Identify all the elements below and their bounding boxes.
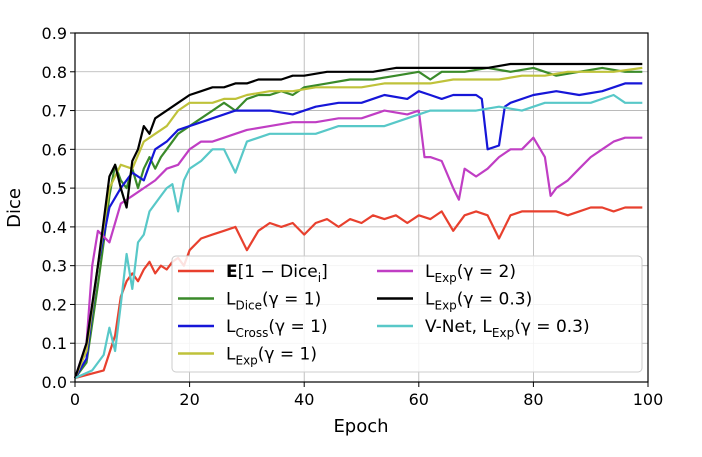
legend-entry-5: LExp(γ = 0.3) [377,290,532,313]
x-tick-label: 40 [294,390,314,409]
plot-frame [74,32,649,383]
series-line-0 [74,206,643,380]
legend-entry-2: LCross(γ = 1) [178,317,328,340]
legend-label-tail: (γ = 1) [268,317,327,337]
y-tick-label: 0.6 [42,140,67,159]
x-tick-label: 100 [633,390,664,409]
legend-label: LExp(γ = 1) [226,345,317,368]
y-tick-label: 0.8 [42,63,67,82]
x-tick-label: 0 [70,390,80,409]
legend-label-sub: Exp [235,354,257,368]
legend-label-rest: [1 − Dice [238,262,318,282]
legend-entry-0: E[1 − Dicei] [178,262,328,285]
legend-entry-4: LExp(γ = 2) [377,262,516,285]
series-line-2 [74,82,643,379]
series-line-5 [73,62,643,379]
y-axis-ticks: 0.0 0.1 0.2 0.3 0.4 0.5 0.6 0.7 0.8 0.9 [42,24,75,392]
legend-label-tail: (γ = 0.3) [457,290,532,310]
y-tick-label: 0.4 [42,218,67,237]
legend-label: LDice(γ = 1) [226,290,321,313]
legend-label: LExp(γ = 2) [425,262,516,285]
legend-label-main: L [226,345,236,365]
legend-label-main: L [226,317,236,337]
x-tick-label: 80 [523,390,543,409]
legend-label-sub: Exp [434,299,456,313]
x-tick-label: 20 [179,390,199,409]
legend-label-sub: Exp [434,271,456,285]
y-tick-label: 0.0 [42,373,67,392]
y-tick-label: 0.1 [42,334,67,353]
y-tick-label: 0.3 [42,257,67,276]
legend-entry-6: V-Net, LExp(γ = 0.3) [377,317,590,340]
x-axis-title: Epoch [333,416,388,437]
legend: E[1 − Dicei]LDice(γ = 1)LCross(γ = 1)LEx… [171,255,643,373]
y-tick-label: 0.9 [42,24,67,43]
y-tick-label: 0.5 [42,179,67,198]
legend-label-main: L [425,290,435,310]
legend-entry-3: LExp(γ = 1) [178,345,317,368]
legend-label-main: L [425,262,435,282]
series-layer [73,62,643,380]
legend-label-tail: (γ = 1) [258,345,317,365]
legend-entry-1: LDice(γ = 1) [178,290,321,313]
legend-label: V-Net, LExp(γ = 0.3) [425,317,590,340]
legend-label-main: V-Net, L [425,317,492,337]
legend-label-sub: i [318,271,321,285]
series-line-6 [74,93,643,380]
legend-label-sub: Exp [492,326,514,340]
legend-label-tail: (γ = 1) [262,290,321,310]
y-tick-label: 0.7 [42,102,67,121]
legend-label: LExp(γ = 0.3) [425,290,532,313]
x-axis-ticks: 0 20 40 60 80 100 [70,382,663,409]
y-axis-title: Dice [4,188,25,228]
legend-label-main: E [226,262,238,282]
legend-label: E[1 − Dicei] [226,262,328,285]
legend-label-sub: Dice [235,299,262,313]
legend-label-tail: ] [321,262,328,282]
x-tick-label: 60 [409,390,429,409]
legend-label: LCross(γ = 1) [226,317,328,340]
series-line-4 [73,109,643,379]
legend-label-sub: Cross [235,326,268,340]
legend-label-tail: (γ = 0.3) [514,317,589,337]
series-line-3 [73,66,643,379]
legend-label-tail: (γ = 2) [457,262,516,282]
y-tick-label: 0.2 [42,295,67,314]
legend-box [171,255,643,373]
legend-label-main: L [226,290,236,310]
